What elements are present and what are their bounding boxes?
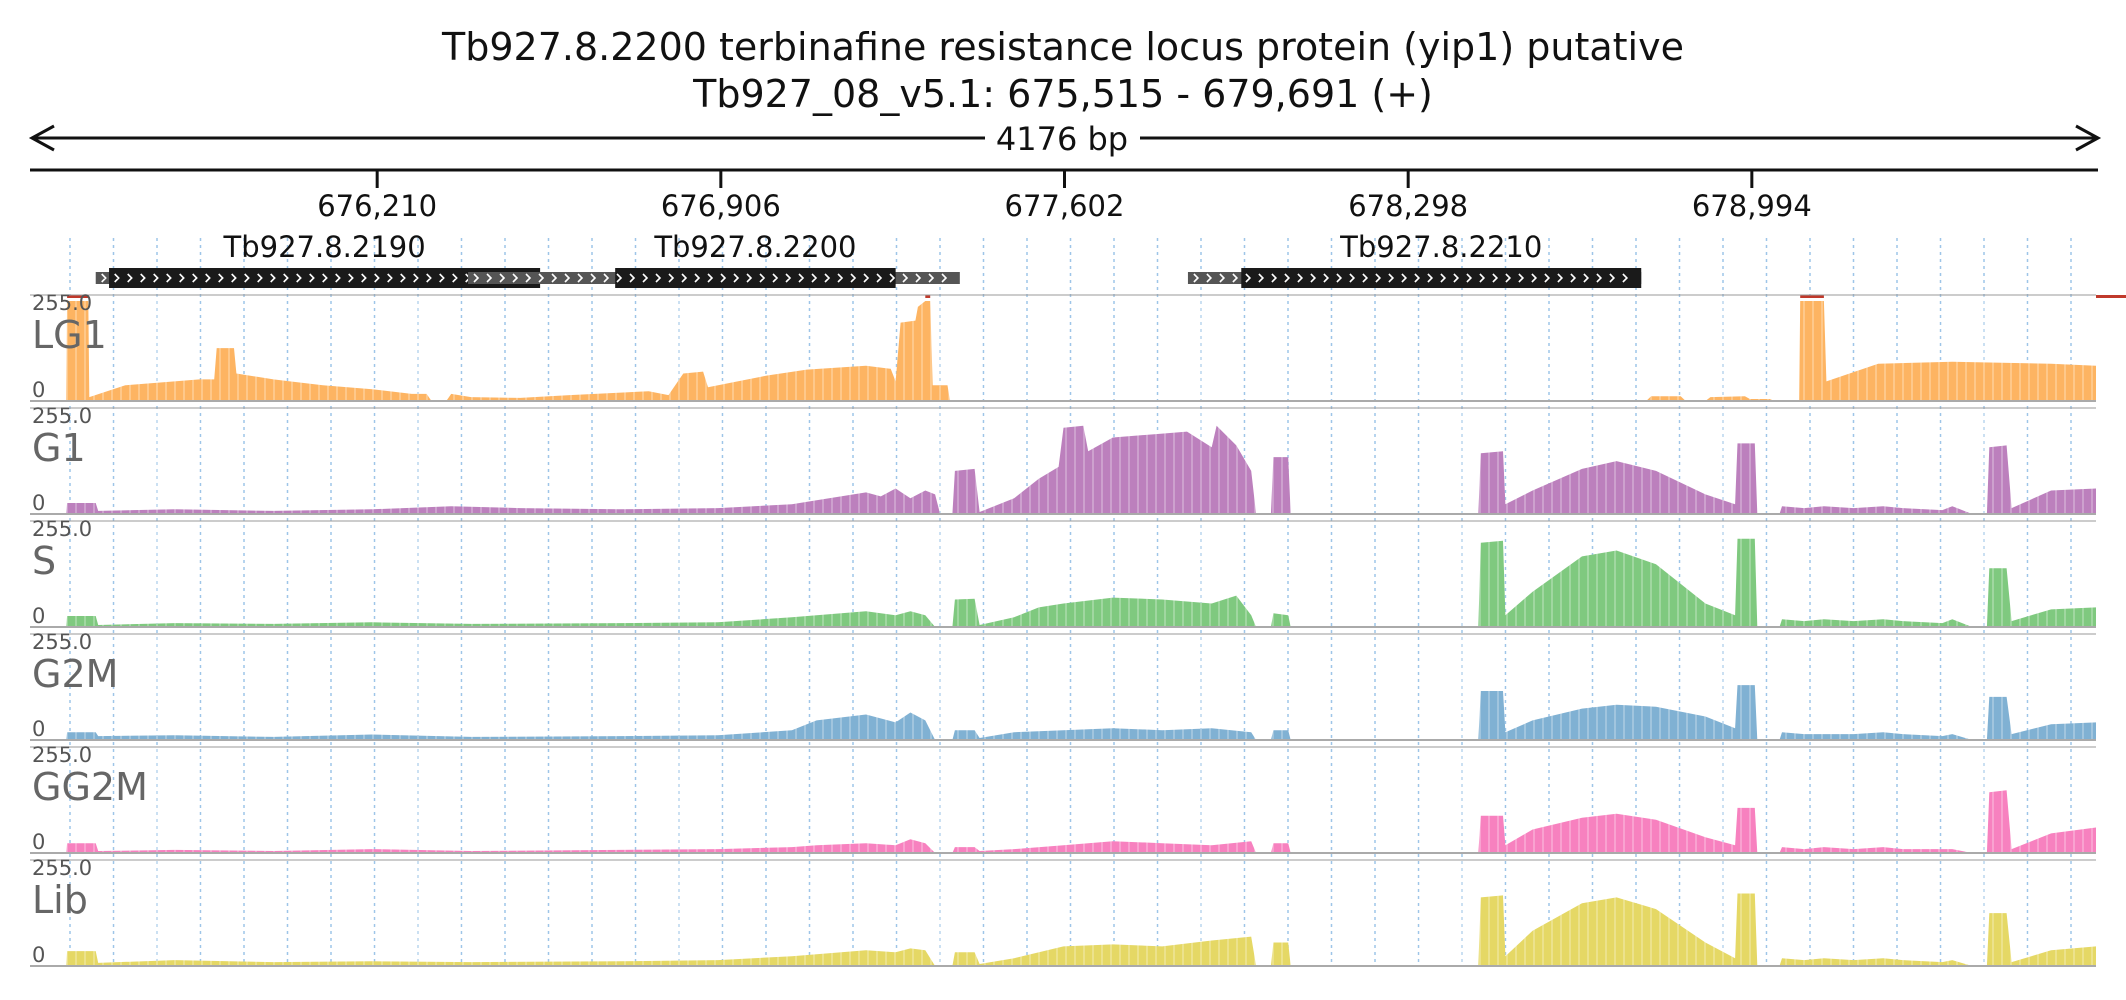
track-name-G2M: G2M xyxy=(32,652,118,696)
gene-cds-1 xyxy=(615,268,896,288)
x-axis-ticks: 676,210 676,906 677,602 678,298 678,994 xyxy=(317,170,1812,223)
x-tick-label-3: 678,298 xyxy=(1348,189,1468,223)
coverage-bin-lines-G2M xyxy=(39,635,2093,740)
chart-title: Tb927.8.2200 terbinafine resistance locu… xyxy=(441,25,1684,69)
coverage-area-S xyxy=(34,538,2096,627)
gene-cds-2 xyxy=(1241,268,1642,288)
track-ymax-label-G1: 255.0 xyxy=(32,404,92,428)
track-name-LG1: LG1 xyxy=(32,313,107,357)
track-ymin-label-S: 0 xyxy=(32,604,45,628)
gene-strand-arrows-1 xyxy=(473,273,948,283)
track-name-Lib: Lib xyxy=(32,878,88,922)
gene-models: Tb927.8.2190 Tb927.8.2200 Tb927.8.2210 xyxy=(95,230,1642,288)
track-GG2M: 255.0 0 GG2M xyxy=(30,743,2096,854)
track-ymin-label-GG2M: 0 xyxy=(32,830,45,854)
coverage-area-G1 xyxy=(34,425,2096,514)
x-tick-label-1: 676,906 xyxy=(661,189,781,223)
span-arrowhead-right xyxy=(2075,124,2102,152)
track-ymax-label-Lib: 255.0 xyxy=(32,856,92,880)
track-ymax-label-GG2M: 255.0 xyxy=(32,743,92,767)
chart-subtitle: Tb927_08_v5.1: 675,515 - 679,691 (+) xyxy=(692,72,1433,116)
track-Lib: 255.0 0 Lib xyxy=(30,856,2096,967)
gene-strand-arrows-2 xyxy=(1193,273,1629,283)
track-name-S: S xyxy=(32,539,56,583)
track-ymax-label-G2M: 255.0 xyxy=(32,630,92,654)
coverage-bin-lines-G1 xyxy=(39,409,2093,514)
coverage-area-GG2M xyxy=(34,790,2096,853)
track-S: 255.0 0 S xyxy=(30,517,2096,628)
gene-label-1: Tb927.8.2200 xyxy=(653,230,856,264)
track-G2M: 255.0 0 G2M xyxy=(30,630,2096,741)
track-ymin-label-Lib: 0 xyxy=(32,943,45,967)
coverage-bin-lines-GG2M xyxy=(39,748,2093,853)
x-tick-label-4: 678,994 xyxy=(1692,189,1812,223)
x-tick-label-0: 676,210 xyxy=(317,189,437,223)
track-name-G1: G1 xyxy=(32,426,86,470)
coverage-area-Lib xyxy=(34,893,2096,966)
gridlines xyxy=(69,238,2072,964)
gene-model-0: Tb927.8.2190 xyxy=(95,230,541,288)
gene-cds-0 xyxy=(109,268,541,288)
coverage-bin-lines-S xyxy=(39,522,2093,627)
gene-label-2: Tb927.8.2210 xyxy=(1339,230,1542,264)
track-ymin-label-G2M: 0 xyxy=(32,717,45,741)
track-ymin-label-G1: 0 xyxy=(32,491,45,515)
gene-model-2: Tb927.8.2210 xyxy=(1187,230,1642,288)
coverage-bin-lines-LG1 xyxy=(39,296,2093,401)
coverage-bin-lines-Lib xyxy=(39,861,2093,966)
x-tick-label-2: 677,602 xyxy=(1005,189,1125,223)
track-G1: 255.0 0 G1 xyxy=(30,404,2096,515)
span-arrowhead-left xyxy=(28,124,55,152)
track-ymax-label-S: 255.0 xyxy=(32,517,92,541)
coverage-area-G2M xyxy=(34,685,2096,740)
track-LG1: 255.0 0 LG1 xyxy=(30,291,2126,402)
track-name-GG2M: GG2M xyxy=(32,765,148,809)
span-indicator: 4176 bp xyxy=(28,120,2102,158)
track-ymin-label-LG1: 0 xyxy=(32,378,45,402)
track-ymax-label-LG1: 255.0 xyxy=(32,291,92,315)
gene-label-0: Tb927.8.2190 xyxy=(223,230,426,264)
span-label: 4176 bp xyxy=(996,120,1128,158)
gene-model-1: Tb927.8.2200 xyxy=(468,230,960,288)
coverage-tracks: 255.00LG1255.00G1255.00S255.00G2M255.00G… xyxy=(30,291,2126,967)
coverage-area-LG1 xyxy=(34,301,2096,401)
